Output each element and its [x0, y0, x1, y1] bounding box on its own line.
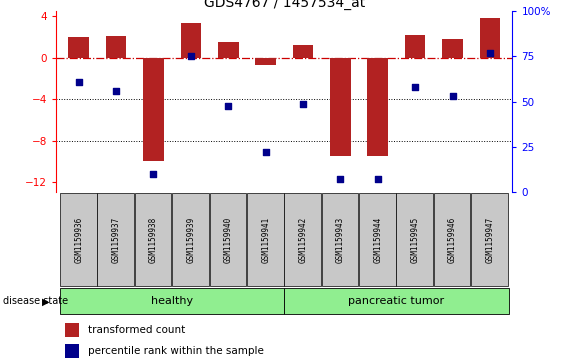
Text: GSM1159936: GSM1159936: [74, 216, 83, 263]
FancyBboxPatch shape: [284, 193, 321, 286]
FancyBboxPatch shape: [60, 288, 284, 314]
Text: GSM1159944: GSM1159944: [373, 216, 382, 263]
FancyBboxPatch shape: [359, 193, 396, 286]
Point: [410, 85, 419, 90]
Text: GSM1159939: GSM1159939: [186, 216, 195, 263]
Point: [336, 176, 345, 182]
FancyBboxPatch shape: [97, 193, 134, 286]
Text: GSM1159942: GSM1159942: [298, 216, 307, 263]
FancyBboxPatch shape: [60, 193, 97, 286]
Point: [149, 171, 158, 177]
FancyBboxPatch shape: [172, 193, 209, 286]
Text: ▶: ▶: [42, 296, 50, 306]
Text: disease state: disease state: [3, 296, 68, 306]
FancyBboxPatch shape: [434, 193, 471, 286]
Text: GSM1159941: GSM1159941: [261, 216, 270, 263]
Point: [485, 50, 494, 56]
Text: percentile rank within the sample: percentile rank within the sample: [88, 346, 264, 356]
Text: healthy: healthy: [151, 296, 193, 306]
FancyBboxPatch shape: [396, 193, 433, 286]
Bar: [368, 58, 388, 156]
Text: transformed count: transformed count: [88, 325, 185, 335]
Bar: [330, 58, 351, 156]
Text: GSM1159940: GSM1159940: [224, 216, 233, 263]
Point: [448, 93, 457, 99]
Bar: [256, 58, 276, 65]
Bar: [65, 323, 79, 337]
FancyBboxPatch shape: [471, 193, 508, 286]
Title: GDS4767 / 1457534_at: GDS4767 / 1457534_at: [204, 0, 365, 10]
Bar: [181, 23, 201, 58]
Bar: [293, 45, 313, 58]
Bar: [69, 37, 89, 58]
FancyBboxPatch shape: [135, 193, 171, 286]
Bar: [405, 35, 426, 58]
Bar: [106, 36, 126, 58]
Text: GSM1159947: GSM1159947: [485, 216, 494, 263]
Point: [74, 79, 83, 85]
Text: GSM1159945: GSM1159945: [410, 216, 419, 263]
Text: GSM1159946: GSM1159946: [448, 216, 457, 263]
Bar: [143, 58, 164, 161]
Bar: [65, 344, 79, 358]
Bar: [218, 42, 239, 58]
Point: [186, 53, 195, 59]
Text: GSM1159938: GSM1159938: [149, 216, 158, 263]
Text: GSM1159943: GSM1159943: [336, 216, 345, 263]
FancyBboxPatch shape: [284, 288, 508, 314]
Point: [111, 88, 120, 94]
Point: [224, 103, 233, 109]
Point: [298, 101, 307, 107]
FancyBboxPatch shape: [321, 193, 358, 286]
Point: [261, 149, 270, 155]
Point: [373, 176, 382, 182]
Bar: [480, 18, 500, 58]
Text: GSM1159937: GSM1159937: [111, 216, 120, 263]
Bar: [443, 39, 463, 58]
FancyBboxPatch shape: [209, 193, 246, 286]
Text: pancreatic tumor: pancreatic tumor: [348, 296, 445, 306]
FancyBboxPatch shape: [247, 193, 284, 286]
